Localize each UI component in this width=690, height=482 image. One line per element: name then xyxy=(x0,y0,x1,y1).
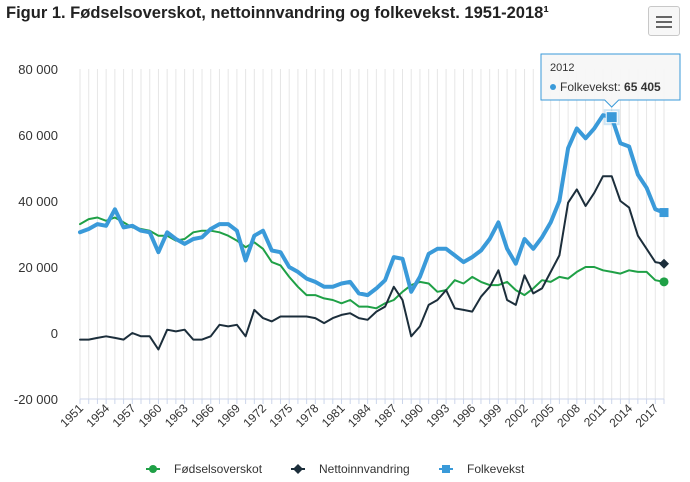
x-tick-label: 1981 xyxy=(319,401,348,430)
tooltip-series-name: Folkevekst: xyxy=(560,80,624,94)
legend-symbol-diamond xyxy=(293,464,303,474)
x-tick-label: 1972 xyxy=(240,401,269,430)
menu-bar-line xyxy=(656,16,672,18)
grid-lines xyxy=(79,69,665,399)
y-tick-label: 80 000 xyxy=(18,62,58,77)
hover-point-marker xyxy=(605,111,618,124)
tooltip-series-dot xyxy=(550,84,556,90)
menu-bar-line xyxy=(656,21,672,23)
legend: Fødselsoverskot Nettoinnvandring Folkeveks… xyxy=(146,462,525,476)
x-tick-label: 1975 xyxy=(267,401,296,430)
legend-symbol-circle xyxy=(149,465,157,473)
menu-bar-line xyxy=(656,26,672,28)
tooltip-value: Folkevekst: 65 405 xyxy=(560,80,661,94)
axes: -20 000 0 20 000 40 000 60 000 80 000 19511954… xyxy=(14,62,665,430)
y-tick-label: 0 xyxy=(51,326,58,341)
y-tick-label: 60 000 xyxy=(18,128,58,143)
y-tick-label: -20 000 xyxy=(14,392,58,407)
tooltip-year: 2012 xyxy=(550,62,574,74)
y-tick-label: 20 000 xyxy=(18,260,58,275)
series-lines xyxy=(78,113,666,351)
last-point-marker-fødselsoverskot xyxy=(659,277,669,287)
tooltip-value-number: 65 405 xyxy=(624,80,661,94)
legend-label: Folkevekst xyxy=(467,462,525,476)
last-point-marker-folkevekst xyxy=(659,208,669,218)
x-tick-label: 2008 xyxy=(554,401,583,430)
series-line-nettoinnvandring xyxy=(79,175,665,351)
x-tick-label: 2017 xyxy=(633,401,662,430)
x-tick-label: 2002 xyxy=(502,401,531,430)
x-tick-label: 1960 xyxy=(136,401,165,430)
x-tick-label: 1978 xyxy=(293,401,322,430)
x-tick-label: 1954 xyxy=(83,401,112,430)
x-tick-label: 1999 xyxy=(476,401,505,430)
x-tick-label: 1987 xyxy=(371,401,400,430)
x-tick-label: 1963 xyxy=(162,401,191,430)
x-tick-label: 1957 xyxy=(110,401,139,430)
series-line-folkevekst xyxy=(78,113,666,298)
tooltip-box xyxy=(540,53,681,108)
hamburger-menu-icon[interactable] xyxy=(648,6,680,36)
legend-label: Fødselsoverskot xyxy=(174,462,263,476)
x-tick-label: 1969 xyxy=(214,401,243,430)
legend-label: Nettoinnvandring xyxy=(319,462,410,476)
chart-title: Figur 1. Fødselsoverskot, nettoinnvandri… xyxy=(6,4,549,22)
x-tick-label: 1951 xyxy=(57,401,86,430)
series-markers xyxy=(603,109,669,287)
legend-symbol-square xyxy=(442,465,450,473)
tooltip: 2012 Folkevekst: 65 405 xyxy=(540,53,681,108)
x-tick-label: 2014 xyxy=(606,401,635,430)
x-tick-label: 1996 xyxy=(450,401,479,430)
x-tick-label: 2005 xyxy=(528,401,557,430)
x-tick-label: 1966 xyxy=(188,401,217,430)
x-tick-label: 2011 xyxy=(581,401,609,429)
x-tick-label: 1990 xyxy=(397,401,426,430)
x-tick-label: 1993 xyxy=(423,401,452,430)
x-tick-label: 1984 xyxy=(345,401,374,430)
y-tick-label: 40 000 xyxy=(18,194,58,209)
last-point-marker-nettoinnvandring xyxy=(659,258,669,269)
